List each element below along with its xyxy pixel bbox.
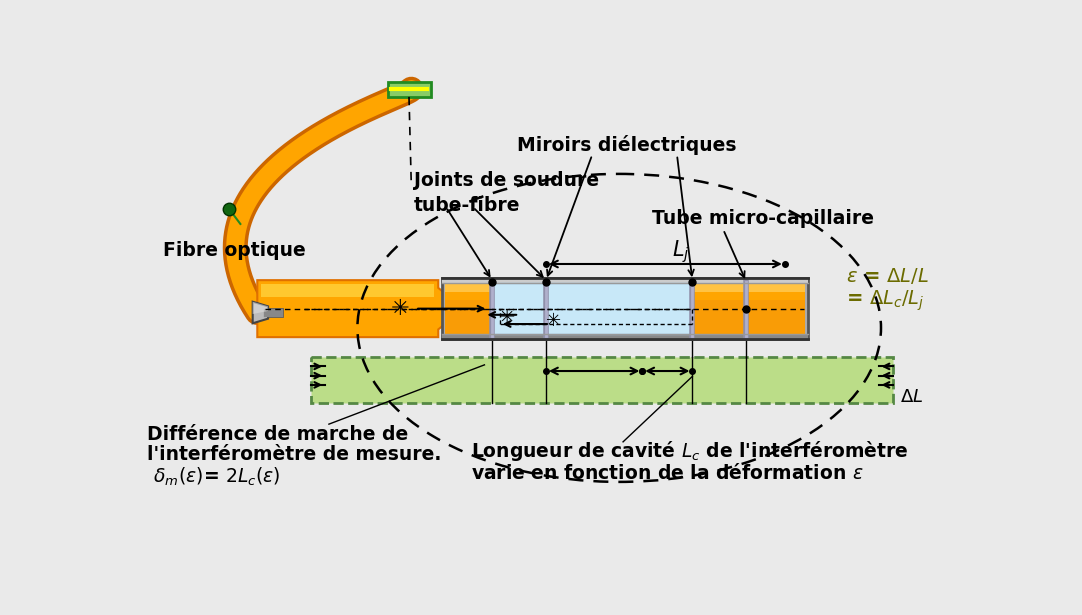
Text: $\varepsilon$ = $\Delta L/L$: $\varepsilon$ = $\Delta L/L$	[846, 266, 929, 287]
Text: $\Delta L$: $\Delta L$	[900, 388, 924, 406]
Polygon shape	[253, 302, 268, 323]
Bar	[445, 284, 805, 334]
Text: Longueur de cavité $L_c$ de l'interféromètre: Longueur de cavité $L_c$ de l'interférom…	[471, 439, 908, 463]
Bar	[443, 278, 808, 284]
Polygon shape	[258, 280, 464, 337]
Bar	[312, 357, 893, 403]
Bar	[492, 284, 692, 334]
Text: $L_j$: $L_j$	[672, 238, 689, 265]
Text: ✳: ✳	[391, 299, 409, 319]
Text: varie en fonction de la déformation $\varepsilon$: varie en fonction de la déformation $\va…	[471, 462, 863, 483]
Text: $\delta_m$: $\delta_m$	[581, 378, 607, 399]
Text: = $\Delta L_c/L_j$: = $\Delta L_c/L_j$	[846, 288, 925, 313]
Text: Tube micro-capillaire: Tube micro-capillaire	[652, 209, 874, 228]
Text: ✳: ✳	[500, 308, 516, 327]
Bar	[443, 278, 808, 339]
Text: Miroirs diélectriques: Miroirs diélectriques	[517, 135, 737, 154]
Bar	[445, 300, 805, 334]
Bar	[443, 334, 808, 339]
Text: ✳: ✳	[546, 312, 562, 330]
Text: Différence de marche de: Différence de marche de	[147, 425, 408, 443]
Bar	[445, 284, 805, 293]
Text: Fibre optique: Fibre optique	[162, 242, 305, 260]
Text: $\delta_m(\varepsilon)$= $2L_c(\varepsilon)$: $\delta_m(\varepsilon)$= $2L_c(\varepsil…	[147, 466, 281, 488]
Bar	[388, 82, 431, 97]
Polygon shape	[253, 302, 268, 314]
Text: l'interféromètre de mesure.: l'interféromètre de mesure.	[147, 445, 441, 464]
Text: Joints de soudure
tube-fibre: Joints de soudure tube-fibre	[413, 171, 598, 215]
Polygon shape	[261, 284, 434, 297]
